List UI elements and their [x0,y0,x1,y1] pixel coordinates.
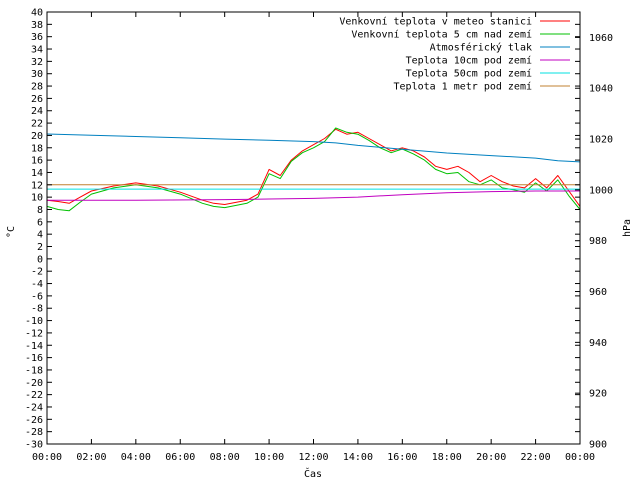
x-tick-label: 16:00 [387,452,417,463]
left-tick-label: -24 [25,402,43,413]
left-tick-label: 20 [31,131,43,142]
plot-series-group [46,127,581,212]
series-line-4 [47,190,580,201]
left-tick-label: 38 [31,20,43,31]
legend-label-4: Teplota 10cm pod zemí [406,55,532,67]
x-tick-label: 12:00 [298,452,328,463]
left-tick-label: -6 [31,291,43,302]
x-tick-label: 22:00 [521,452,551,463]
left-tick-label: 34 [31,45,43,56]
left-tick-label: 26 [31,94,43,105]
left-tick-label: 10 [31,193,43,204]
right-tick-label: 1020 [589,135,613,146]
x-tick-label: 18:00 [432,452,462,463]
left-tick-label: 40 [31,8,43,19]
x-tick-label: 10:00 [254,452,284,463]
legend-label-6: Teplota 1 metr pod zemí [394,81,532,93]
x-axis: 00:00 02:00 04:00 06:00 08:00 10:00 12:00 14:00… [32,12,595,463]
left-tick-label: -18 [25,365,43,376]
x-tick-label: 20:00 [476,452,506,463]
left-tick-label: 12 [31,180,43,191]
left-tick-label: -28 [25,427,43,438]
series-line-3 [46,133,581,163]
x-tick-label: 02:00 [76,452,106,463]
left-tick-label: 6 [37,217,43,228]
legend-label-1: Venkovní teplota v meteo stanici [339,16,532,28]
y-axis-right-title: hPa [622,219,633,237]
left-tick-label: 8 [37,205,43,216]
left-tick-label: -4 [31,279,43,290]
right-tick-label: 1060 [589,33,613,44]
left-tick-label: 4 [37,230,43,241]
left-tick-label: 0 [37,254,43,265]
legend-label-2: Venkovní teplota 5 cm nad zemí [351,29,532,41]
right-tick-label: 960 [589,287,607,298]
left-tick-label: -20 [25,378,43,389]
legend-label-5: Teplota 50cm pod zemí [406,68,532,80]
right-tick-label: 940 [589,338,607,349]
right-axis: 900 920 940 960 980 1000 1020 1040 1060 [575,33,613,451]
right-tick-label: 1040 [589,84,613,95]
series-line-2 [46,127,581,212]
right-tick-label: 900 [589,440,607,451]
left-tick-label: 32 [31,57,43,68]
right-tick-label: 1000 [589,185,613,196]
left-tick-label: -8 [31,304,43,315]
left-tick-label: 14 [31,168,43,179]
left-tick-label: -22 [25,390,43,401]
left-tick-label: 28 [31,82,43,93]
x-tick-label: 06:00 [165,452,195,463]
right-tick-label: 980 [589,236,607,247]
left-tick-label: -2 [31,267,43,278]
x-tick-label: 08:00 [210,452,240,463]
left-tick-label: -26 [25,415,43,426]
left-tick-label: -16 [25,353,43,364]
left-tick-label: 2 [37,242,43,253]
right-tick-label: 920 [589,389,607,400]
legend-label-3: Atmosférický tlak [430,42,532,54]
x-axis-title: Čas [304,467,322,480]
series-line-1 [46,128,581,207]
left-tick-label: 30 [31,69,43,80]
x-tick-label: 00:00 [32,452,62,463]
left-axis: -30-28-26-24-22-20-18-16-14-12-10-8-6-4-… [25,8,580,451]
left-tick-label: 24 [31,106,43,117]
left-tick-label: -30 [25,440,43,451]
legend: Venkovní teplota v meteo staniciVenkovní… [339,16,570,93]
x-tick-label: 00:00 [565,452,595,463]
left-tick-label: 22 [31,119,43,130]
left-tick-label: 18 [31,143,43,154]
left-tick-label: 16 [31,156,43,167]
left-tick-label: 36 [31,32,43,43]
x-tick-label: 14:00 [343,452,373,463]
left-tick-label: -14 [25,341,43,352]
y-axis-left-title: °C [6,226,17,238]
left-tick-label: -10 [25,316,43,327]
left-tick-label: -12 [25,328,43,339]
x-tick-label: 04:00 [121,452,151,463]
